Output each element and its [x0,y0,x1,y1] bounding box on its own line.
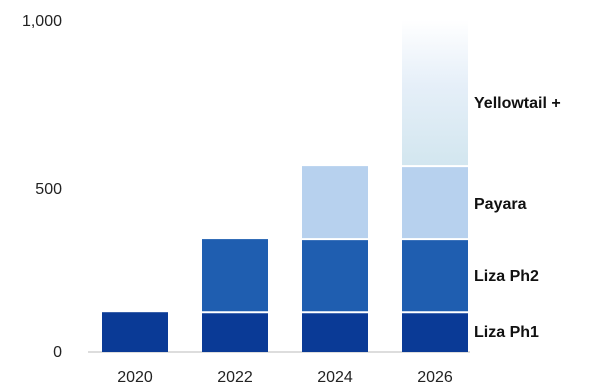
series-label: Payara [474,196,527,213]
bar-segment-liza-ph2-2026 [402,239,468,313]
bar-segment-liza-ph2-2022 [202,239,268,313]
x-tick-label: 2022 [217,369,253,386]
bar-segment-yellowtail-2026 [402,20,468,167]
x-tick-label: 2020 [117,369,153,386]
bar-group [102,20,468,352]
series-label: Liza Ph1 [474,324,539,341]
bar-segment-liza-ph1-2022 [202,312,268,352]
bar-segment-payara-2024 [302,166,368,240]
y-tick-label: 500 [35,181,62,198]
y-tick-label: 1,000 [22,13,62,30]
y-axis-ticks: 0 500 1,000 [22,13,62,361]
series-label: Yellowtail + [474,95,561,112]
x-axis-ticks: 2020 2022 2024 2026 [117,369,453,386]
series-label: Liza Ph2 [474,268,539,285]
bar-segment-liza-ph1-2024 [302,312,368,352]
bar-segment-payara-2026 [402,166,468,240]
bar-segment-liza-ph1-2026 [402,312,468,352]
y-tick-label: 0 [53,344,62,361]
series-labels: Liza Ph1 Liza Ph2 Payara Yellowtail + [474,95,561,341]
bar-segment-liza-ph1-2020 [102,312,168,352]
bar-segment-liza-ph2-2024 [302,239,368,313]
x-tick-label: 2024 [317,369,353,386]
x-tick-label: 2026 [417,369,453,386]
